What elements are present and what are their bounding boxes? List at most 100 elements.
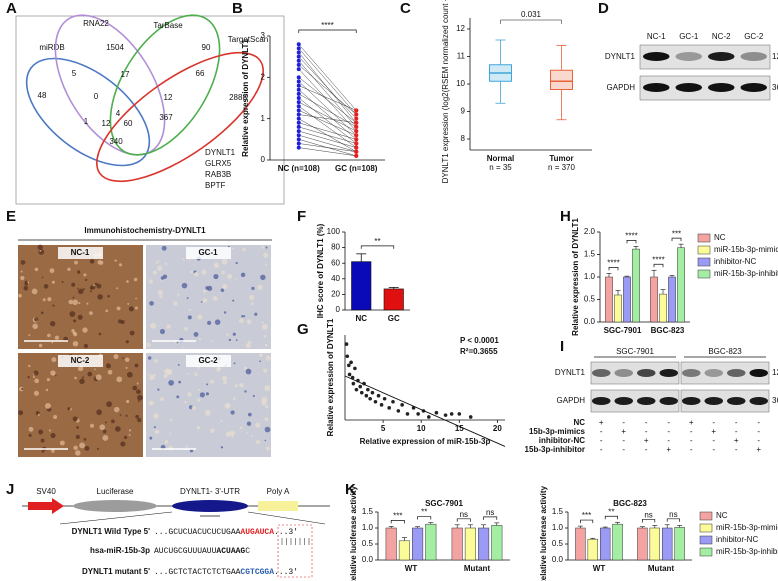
point xyxy=(296,116,301,121)
ihc-texture xyxy=(221,270,226,275)
point xyxy=(296,79,301,84)
condition-sign: - xyxy=(645,445,648,454)
ihc-texture xyxy=(73,319,77,323)
ihc-texture xyxy=(227,274,233,280)
point xyxy=(296,91,301,96)
condition-sign: - xyxy=(757,427,760,436)
seed-site: ACUAAG xyxy=(216,547,245,556)
ihc-texture xyxy=(83,273,87,277)
protein-label: GAPDH xyxy=(607,83,636,92)
ihc-texture xyxy=(166,324,171,329)
ihc-texture xyxy=(83,438,87,441)
bar xyxy=(674,527,685,561)
ihc-texture xyxy=(149,301,154,306)
ihc-texture xyxy=(31,288,38,295)
ihc-texture xyxy=(183,326,188,331)
ihc-texture xyxy=(147,356,152,360)
ihc-texture xyxy=(226,403,231,408)
luciferase xyxy=(73,500,157,512)
ihc-texture xyxy=(38,249,45,255)
ihc-texture xyxy=(156,260,160,263)
panel-letter: I xyxy=(560,338,564,355)
ihc-texture xyxy=(262,324,268,330)
ihc-texture xyxy=(125,340,129,344)
ihc-texture xyxy=(51,357,57,363)
legend-label: inhibitor-NC xyxy=(714,257,756,266)
point xyxy=(353,366,357,371)
ihc-label: NC-1 xyxy=(71,248,90,257)
ihc-texture xyxy=(164,262,168,266)
point xyxy=(354,141,359,146)
sig-bracket xyxy=(608,267,619,271)
ihc-texture xyxy=(264,439,267,442)
ihc-texture xyxy=(34,317,39,322)
ihc-texture xyxy=(18,410,24,416)
point xyxy=(449,412,454,416)
ihc-texture xyxy=(33,370,39,376)
bar xyxy=(605,276,613,323)
legend-label: NC xyxy=(714,233,726,242)
panel-letter: G xyxy=(297,321,309,338)
ihc-texture xyxy=(82,288,85,291)
ihc-texture xyxy=(223,380,227,385)
ihc-texture xyxy=(27,376,30,379)
ihc-texture xyxy=(82,376,85,379)
ihc-texture xyxy=(260,274,266,281)
point xyxy=(296,42,301,47)
sig-label: ns xyxy=(486,508,494,517)
ihc-texture xyxy=(199,392,205,398)
ihc-texture xyxy=(232,247,235,250)
x-tick-label: GC xyxy=(388,314,400,323)
ihc-texture xyxy=(239,382,244,388)
ihc-texture xyxy=(82,327,88,333)
ihc-texture xyxy=(116,306,121,311)
point xyxy=(364,393,369,398)
legend-swatch xyxy=(697,257,711,267)
x-tick-label: SGC-7901 xyxy=(604,326,642,335)
size-label: 12KDa xyxy=(772,52,778,61)
blot-band xyxy=(643,52,670,61)
ihc-texture xyxy=(67,407,71,411)
ihc-texture xyxy=(158,289,163,295)
sig-bracket xyxy=(483,516,498,520)
element-label: SV40 xyxy=(36,487,56,496)
bar xyxy=(464,527,476,561)
condition-sign: - xyxy=(667,418,670,427)
ihc-texture xyxy=(206,383,209,386)
blot-band xyxy=(659,397,678,405)
ihc-texture xyxy=(79,442,86,449)
point xyxy=(296,58,301,63)
blot-band xyxy=(708,52,735,61)
venn-count: 2888 xyxy=(229,93,247,102)
ihc-texture xyxy=(126,399,130,404)
bar xyxy=(478,527,490,561)
condition-sign: + xyxy=(621,427,626,436)
ihc-texture xyxy=(102,434,109,441)
ihc-texture xyxy=(69,311,76,317)
x-tick-label: BGC-823 xyxy=(651,326,685,335)
sequence: AUCUGCGUUUAUUACUAAGC xyxy=(154,547,250,556)
point xyxy=(370,390,375,395)
venn-count: 12 xyxy=(164,93,173,102)
sig-bracket xyxy=(671,237,682,242)
bar xyxy=(637,527,648,561)
y-tick-label: 11 xyxy=(457,52,466,61)
point xyxy=(427,415,431,419)
ihc-texture xyxy=(243,366,248,370)
condition-sign: + xyxy=(756,445,761,454)
seed-site: AUGAUCA xyxy=(240,528,274,537)
ihc-texture xyxy=(181,282,188,289)
ihc-texture xyxy=(233,362,236,365)
sig-bracket xyxy=(298,29,357,33)
panel-letter: D xyxy=(598,0,609,17)
venn-count: 12 xyxy=(102,119,111,128)
ihc-texture xyxy=(239,426,243,430)
lane-label: NC-1 xyxy=(647,32,666,41)
venn-count: 1504 xyxy=(106,43,124,52)
sig-label: ns xyxy=(644,511,652,520)
ihc-texture xyxy=(265,405,269,409)
blot-band xyxy=(682,397,701,405)
ihc-texture xyxy=(197,398,201,402)
y-tick-label: 1 xyxy=(261,114,266,123)
